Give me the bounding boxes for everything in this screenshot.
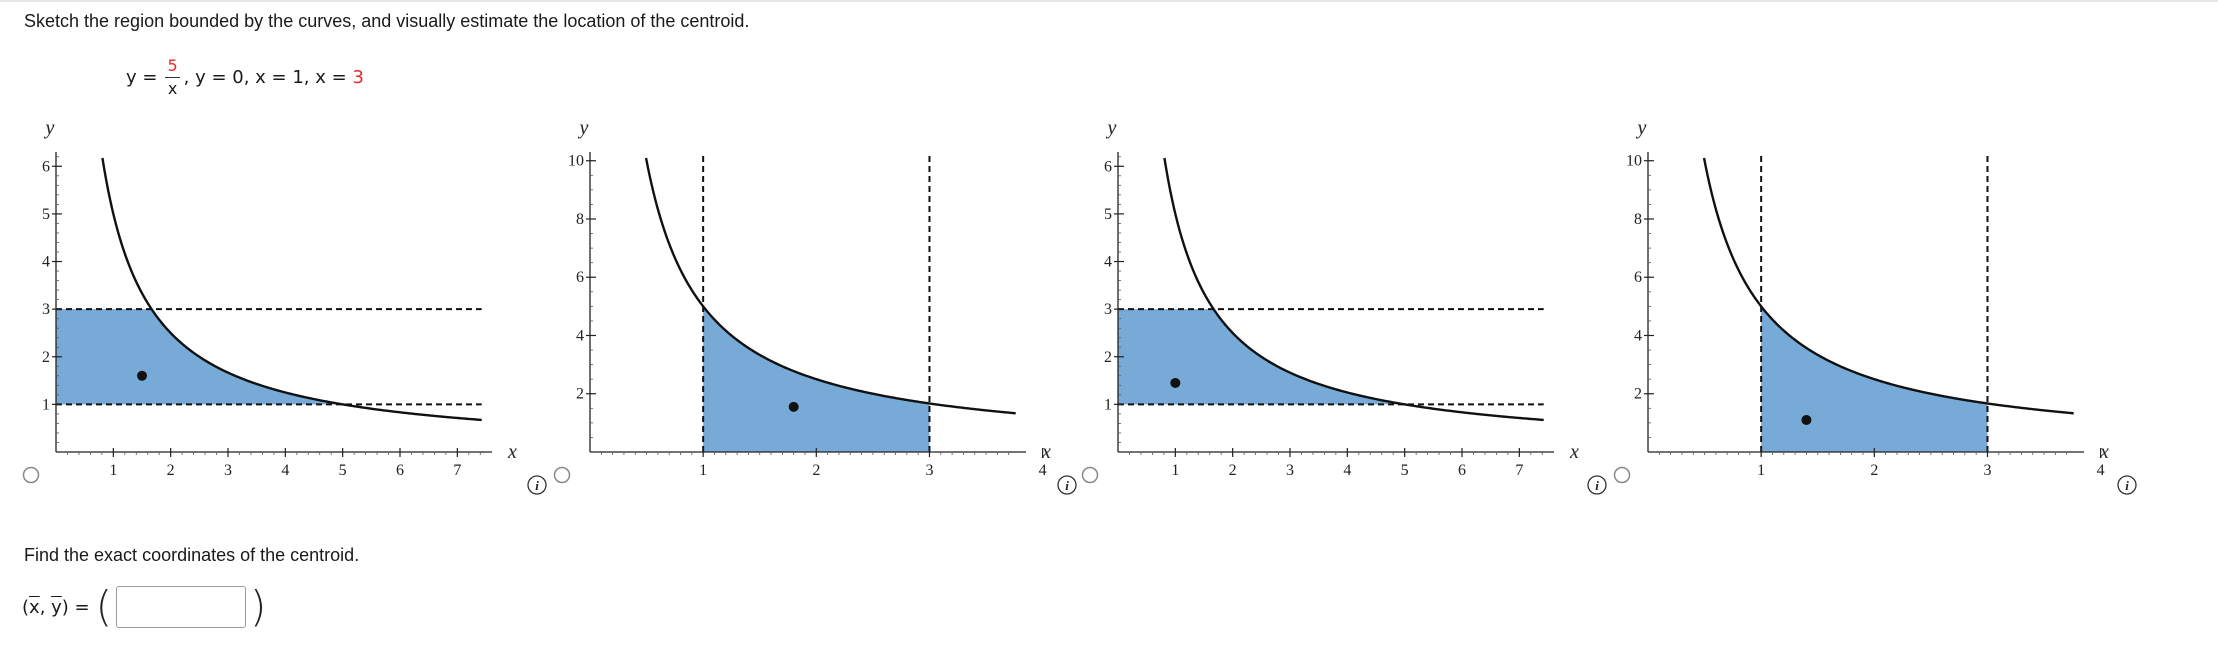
x-tick-label: 5 <box>339 462 347 479</box>
centroid-point <box>137 370 147 381</box>
top-divider <box>0 0 2218 2</box>
x-tick-label: 4 <box>1039 462 1047 479</box>
centroid-label: (x, y) = <box>22 596 90 618</box>
x-tick-label: 2 <box>1870 462 1878 479</box>
fraction-numerator: 5 <box>165 57 180 78</box>
y-tick-label: 5 <box>1104 206 1112 223</box>
y-tick-label: 2 <box>576 386 584 403</box>
centroid-point <box>1170 377 1181 388</box>
y-tick-label: 1 <box>1104 396 1112 413</box>
x-tick-label: 2 <box>167 462 175 479</box>
centroid-input[interactable] <box>116 586 247 628</box>
info-icon[interactable]: i <box>1587 475 1607 495</box>
equation-rest: , y = 0, x = 1, x = <box>183 66 353 88</box>
centroid-answer-row: (x, y) = ( ) <box>22 583 266 631</box>
y-axis-label: y <box>44 117 55 139</box>
fraction: 5 x <box>165 57 180 98</box>
y-tick-label: 10 <box>568 153 584 170</box>
x-tick-label: 1 <box>1171 462 1179 479</box>
x-tick-label: 1 <box>109 462 117 479</box>
curve-5-over-x <box>1702 157 2074 415</box>
choice-A-radio[interactable] <box>22 466 40 484</box>
choice-C-radio[interactable] <box>1081 466 1099 484</box>
x-tick-label: 3 <box>224 462 232 479</box>
instruction-text: Sketch the region bounded by the curves,… <box>24 11 750 31</box>
centroid-point <box>1801 414 1812 425</box>
centroid-point <box>788 401 799 412</box>
y-tick-label: 3 <box>42 301 50 318</box>
y-tick-label: 4 <box>1634 327 1642 344</box>
y-axis-label: y <box>1636 117 1647 139</box>
x-axis-label: x <box>1569 441 1579 463</box>
curve-5-over-x <box>101 157 482 422</box>
x-tick-label: 5 <box>1401 462 1409 479</box>
answer-choices: 1 2 3 4 5 6 7 1 2 3 4 5 6 x y i 1 2 3 4 2 4 6 8 10 x y i 1 2 3 4 5 6 7 1 2 3 4… <box>22 117 2137 495</box>
x-tick-label: 4 <box>2097 462 2105 479</box>
svg-text:i: i <box>1595 478 1599 493</box>
y-tick-label: 4 <box>42 254 50 271</box>
x-tick-label: 7 <box>453 462 461 479</box>
choice-A: 1 2 3 4 5 6 7 1 2 3 4 5 6 x y <box>42 117 517 479</box>
equation: y = 5 x , y = 0, x = 1, x = 3 <box>126 52 364 102</box>
shaded-region <box>703 306 930 452</box>
y-tick-label: 3 <box>1104 301 1112 318</box>
equation-lhs: y = <box>126 66 158 88</box>
x-tick-label: 3 <box>1286 462 1294 479</box>
svg-text:i: i <box>535 478 539 493</box>
x-tick-label: 2 <box>1229 462 1237 479</box>
choice-D-radio[interactable] <box>1613 466 1631 484</box>
svg-text:i: i <box>1065 478 1069 493</box>
open-paren: ( <box>95 582 113 631</box>
y-tick-label: 2 <box>1104 349 1112 366</box>
x-tick-label: 2 <box>812 462 820 479</box>
choice-B-radio[interactable] <box>553 466 571 484</box>
x-tick-label: 3 <box>1983 462 1991 479</box>
x-tick-label: 6 <box>1458 462 1466 479</box>
x-tick-label: 1 <box>699 462 707 479</box>
y-tick-label: 10 <box>1626 153 1642 170</box>
equation-upper-bound: 3 <box>352 66 364 88</box>
info-icon[interactable]: i <box>2117 475 2137 495</box>
y-tick-label: 6 <box>576 269 584 286</box>
choice-C: 1 2 3 4 5 6 7 1 2 3 4 5 6 x y <box>1104 117 1579 479</box>
y-tick-label: 1 <box>42 396 50 413</box>
y-tick-label: 4 <box>576 327 584 344</box>
x-axis-label: x <box>2099 441 2109 463</box>
y-axis-label: y <box>578 117 589 139</box>
x-tick-label: 4 <box>1343 462 1351 479</box>
curve-5-over-x <box>1163 157 1544 422</box>
y-axis-label: y <box>1106 117 1117 139</box>
x-tick-label: 7 <box>1515 462 1523 479</box>
x-axis-label: x <box>507 441 517 463</box>
y-tick-label: 8 <box>576 211 584 228</box>
y-tick-label: 4 <box>1104 254 1112 271</box>
y-tick-label: 2 <box>1634 386 1642 403</box>
y-tick-label: 6 <box>42 158 50 175</box>
fraction-denominator: x <box>167 78 178 98</box>
y-tick-label: 6 <box>1104 158 1112 175</box>
choice-D: 1 2 3 4 2 4 6 8 10 x y <box>1626 117 2109 479</box>
x-axis-label: x <box>1041 441 1051 463</box>
y-tick-label: 2 <box>42 349 50 366</box>
x-tick-label: 6 <box>396 462 404 479</box>
y-tick-label: 5 <box>42 206 50 223</box>
x-tick-label: 3 <box>925 462 933 479</box>
curve-5-over-x <box>644 157 1016 415</box>
choice-B: 1 2 3 4 2 4 6 8 10 x y <box>568 117 1051 479</box>
find-prompt: Find the exact coordinates of the centro… <box>24 545 360 565</box>
svg-text:i: i <box>2125 478 2129 493</box>
x-tick-label: 1 <box>1757 462 1765 479</box>
info-icon[interactable]: i <box>1057 475 1077 495</box>
close-paren: ) <box>250 582 267 631</box>
y-tick-label: 8 <box>1634 211 1642 228</box>
y-tick-label: 6 <box>1634 269 1642 286</box>
x-tick-label: 4 <box>281 462 289 479</box>
info-icon[interactable]: i <box>527 475 547 495</box>
